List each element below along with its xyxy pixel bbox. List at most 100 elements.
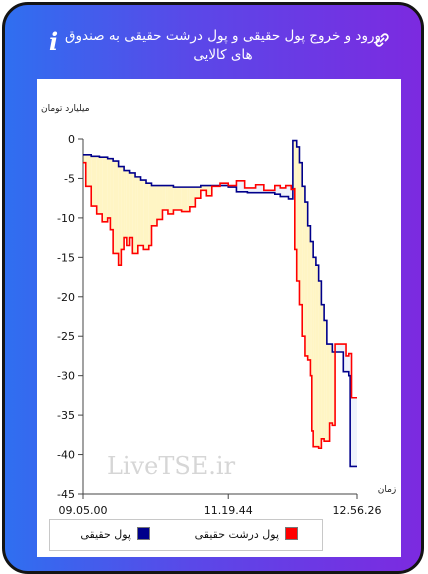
y-tick-label: -20 [57, 291, 75, 304]
area-segment [151, 185, 157, 226]
series-line-big-real-money [83, 161, 357, 450]
area-segment [146, 183, 149, 250]
area-segment [310, 241, 312, 376]
area-segment [132, 172, 136, 254]
area-segment [85, 154, 92, 187]
area-segment [255, 184, 264, 193]
area-segment [280, 187, 286, 197]
series-line-real-money [83, 139, 357, 468]
area-segment [335, 344, 338, 352]
y-axis-label: میلیارد تومان [41, 104, 90, 114]
x-tick-label: 11.19.44 [204, 504, 253, 517]
x-axis-label: زمان [378, 485, 397, 495]
area-segment [236, 180, 245, 192]
area-segment [124, 170, 127, 238]
area-segment [321, 304, 325, 439]
area-segment [189, 187, 196, 207]
area-segment [288, 185, 292, 199]
legend-swatch-real-money [137, 527, 150, 540]
area-segment [200, 185, 207, 191]
area-segment [293, 140, 295, 189]
area-segment [340, 344, 344, 352]
area-segment [143, 180, 147, 250]
area-segment [156, 185, 163, 220]
area-segment [126, 170, 130, 246]
area-segment [165, 185, 168, 210]
area-segment [304, 202, 308, 356]
y-tick-label: 0 [68, 133, 75, 146]
area-segment [285, 185, 289, 197]
area-segment [302, 186, 305, 337]
legend-label-big-real-money: پول درشت حقیقی [194, 528, 279, 541]
area-segment [96, 156, 100, 214]
area-segment [195, 187, 201, 199]
y-tick-label: -15 [57, 251, 75, 264]
y-tick-label: -40 [57, 449, 75, 462]
area-segment [173, 187, 182, 210]
area-segment [148, 183, 152, 246]
area-segment [129, 172, 133, 238]
area-segment [137, 176, 141, 246]
area-segment [181, 187, 188, 212]
legend-swatch-big-real-money [285, 527, 298, 540]
legend-item-big-real-money[interactable]: پول درشت حقیقی [195, 527, 298, 541]
y-tick-label: -25 [57, 330, 75, 343]
area-segment [318, 281, 322, 449]
area-segment [299, 162, 303, 305]
area-segment [274, 185, 281, 195]
area-segment [113, 161, 119, 254]
area-segment [311, 241, 314, 431]
area-segment [307, 225, 311, 360]
legend-label-real-money: پول حقیقی [80, 528, 131, 541]
area-segment [102, 157, 108, 222]
legend-item-real-money[interactable]: پول حقیقی [80, 527, 150, 541]
area-segment [162, 185, 166, 210]
area-segment [263, 190, 275, 193]
y-tick-label: -35 [57, 409, 75, 422]
area-segment [294, 140, 297, 250]
area-segment [107, 158, 111, 218]
area-segment [206, 185, 212, 196]
area-segment [187, 187, 190, 212]
y-tick-label: -45 [57, 488, 75, 501]
link-icon[interactable] [373, 31, 391, 49]
area-segment [244, 187, 248, 192]
legend: پول حقیقی پول درشت حقیقی [49, 519, 323, 551]
area-segment [351, 397, 357, 467]
area-segment [315, 265, 319, 447]
area-segment [324, 320, 327, 442]
area-segment [167, 185, 174, 214]
area-segment [140, 180, 144, 246]
y-tick-label: -30 [57, 370, 75, 383]
x-tick-label: 12.56.26 [333, 504, 382, 517]
x-tick-label: 09.05.00 [59, 504, 108, 517]
y-tick-label: -10 [57, 212, 75, 225]
area-segment [110, 158, 114, 230]
area-segment [118, 166, 122, 266]
area-segment [326, 344, 330, 442]
area-segment [91, 156, 97, 207]
card-header: i ورود و خروج پول حقیقی و پول درشت حقیقی… [5, 5, 421, 77]
area-segment [99, 157, 103, 214]
info-icon[interactable]: i [49, 27, 59, 56]
area-segment [329, 344, 333, 423]
area-segment [291, 189, 293, 199]
area-segment [135, 176, 138, 254]
area-segment [332, 352, 336, 426]
area-segment [346, 355, 349, 372]
area-segment [337, 344, 341, 352]
area-segment [121, 166, 125, 250]
area-segment [348, 353, 351, 376]
chart-svg: میلیارد تومان زمان 0 -5 -10 -15 -20 -25 -30 -35… [41, 104, 397, 517]
chart-title: ورود و خروج پول حقیقی و پول درشت حقیقی ب… [65, 28, 381, 63]
chart-panel: میلیارد تومان زمان 0 -5 -10 -15 -20 -25 -30 -35… [37, 79, 401, 557]
area-segment [247, 187, 256, 193]
area-segment [83, 154, 86, 163]
y-tick-label: -5 [64, 172, 75, 185]
area-segment [296, 146, 300, 281]
area-segment [313, 257, 316, 447]
watermark: LiveTSE.ir [107, 452, 236, 480]
area-segment [220, 183, 229, 186]
area-segment [343, 344, 347, 372]
